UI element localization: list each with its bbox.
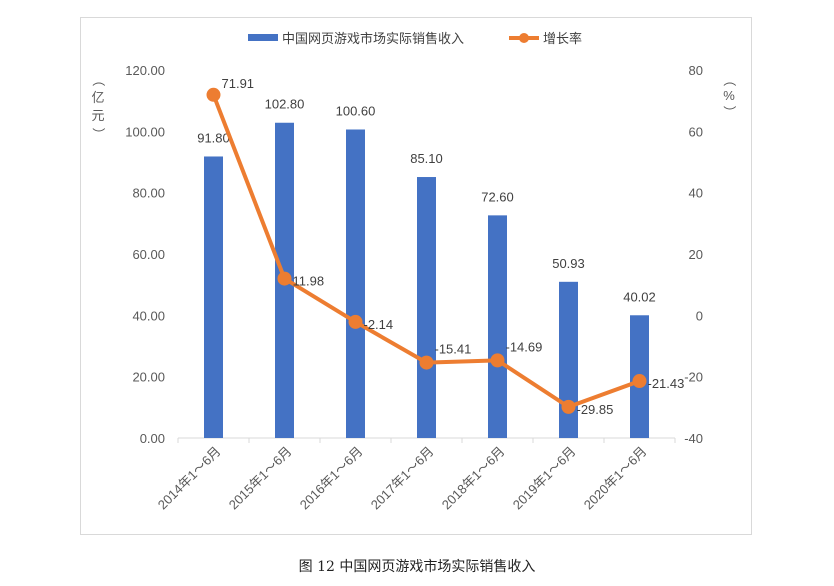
left-tick-label: 120.00 <box>125 63 165 78</box>
category-label: 2016年1～6月 <box>297 444 366 513</box>
line-data-label: -21.43 <box>648 376 685 391</box>
left-axis-title-char: 亿 <box>91 90 104 105</box>
figure-caption: 图 12 中国网页游戏市场实际销售收入 <box>298 559 536 575</box>
bar <box>204 156 223 439</box>
growth-point <box>348 314 363 329</box>
bar-data-label: 102.80 <box>265 97 305 112</box>
category-label: 2015年1～6月 <box>226 444 295 513</box>
chart-frame <box>80 17 752 535</box>
right-axis-title-char: ） <box>722 105 737 118</box>
right-tick-label: 20 <box>689 247 703 262</box>
right-tick-label: -40 <box>684 431 703 446</box>
left-tick-label: 80.00 <box>132 186 165 201</box>
right-tick-label: -20 <box>684 370 703 385</box>
bar <box>559 281 578 438</box>
line-data-label: -2.14 <box>364 317 394 332</box>
line-data-label: 71.91 <box>222 76 255 91</box>
left-tick-label: 60.00 <box>132 247 165 262</box>
bar <box>488 215 507 438</box>
right-axis-title-char: % <box>723 88 735 103</box>
growth-point <box>490 353 505 368</box>
left-tick-label: 20.00 <box>132 370 165 385</box>
combo-chart: 0.00 20.00 40.00 60.00 80.00 100.00 120.00 -40 -… <box>91 31 737 513</box>
growth-point <box>561 399 576 414</box>
left-axis-title-char: ） <box>91 127 106 140</box>
legend-bar-swatch <box>248 34 278 41</box>
bar <box>346 129 365 438</box>
growth-point <box>419 355 434 370</box>
left-axis-title-char: 元 <box>91 108 104 123</box>
right-tick-label: 40 <box>689 186 703 201</box>
right-tick-label: 80 <box>689 63 703 78</box>
growth-point <box>632 374 647 389</box>
line-data-label: -15.41 <box>435 342 472 357</box>
category-label: 2017年1～6月 <box>368 444 437 513</box>
bar-data-label: 85.10 <box>410 151 443 166</box>
line-data-label: 11.98 <box>293 274 325 289</box>
bar-data-label: 40.02 <box>623 289 656 304</box>
category-label: 2020年1～6月 <box>581 444 650 513</box>
line-data-label: -29.85 <box>577 402 614 417</box>
bar-data-label: 72.60 <box>481 189 514 204</box>
left-tick-label: 40.00 <box>132 308 165 323</box>
bar <box>417 177 436 438</box>
growth-point <box>206 87 221 102</box>
legend-line-label: 增长率 <box>543 31 582 46</box>
left-tick-label: 0.00 <box>140 431 165 446</box>
line-data-label: -14.69 <box>506 339 543 354</box>
bar-data-label: 91.80 <box>197 130 230 145</box>
bar-data-label: 100.60 <box>336 103 376 118</box>
growth-point <box>277 271 292 286</box>
left-axis-title-char: （ <box>91 73 106 86</box>
bar-data-label: 50.93 <box>552 256 585 271</box>
right-axis-title-char: （ <box>722 73 737 86</box>
right-tick-label: 0 <box>696 308 703 323</box>
category-label: 2014年1～6月 <box>155 444 224 513</box>
legend-bar-label: 中国网页游戏市场实际销售收入 <box>282 31 464 46</box>
right-tick-label: 60 <box>689 124 703 139</box>
legend-line-marker <box>519 33 529 43</box>
left-tick-label: 100.00 <box>125 124 165 139</box>
category-label: 2018年1～6月 <box>439 444 508 513</box>
category-label: 2019年1～6月 <box>510 444 579 513</box>
